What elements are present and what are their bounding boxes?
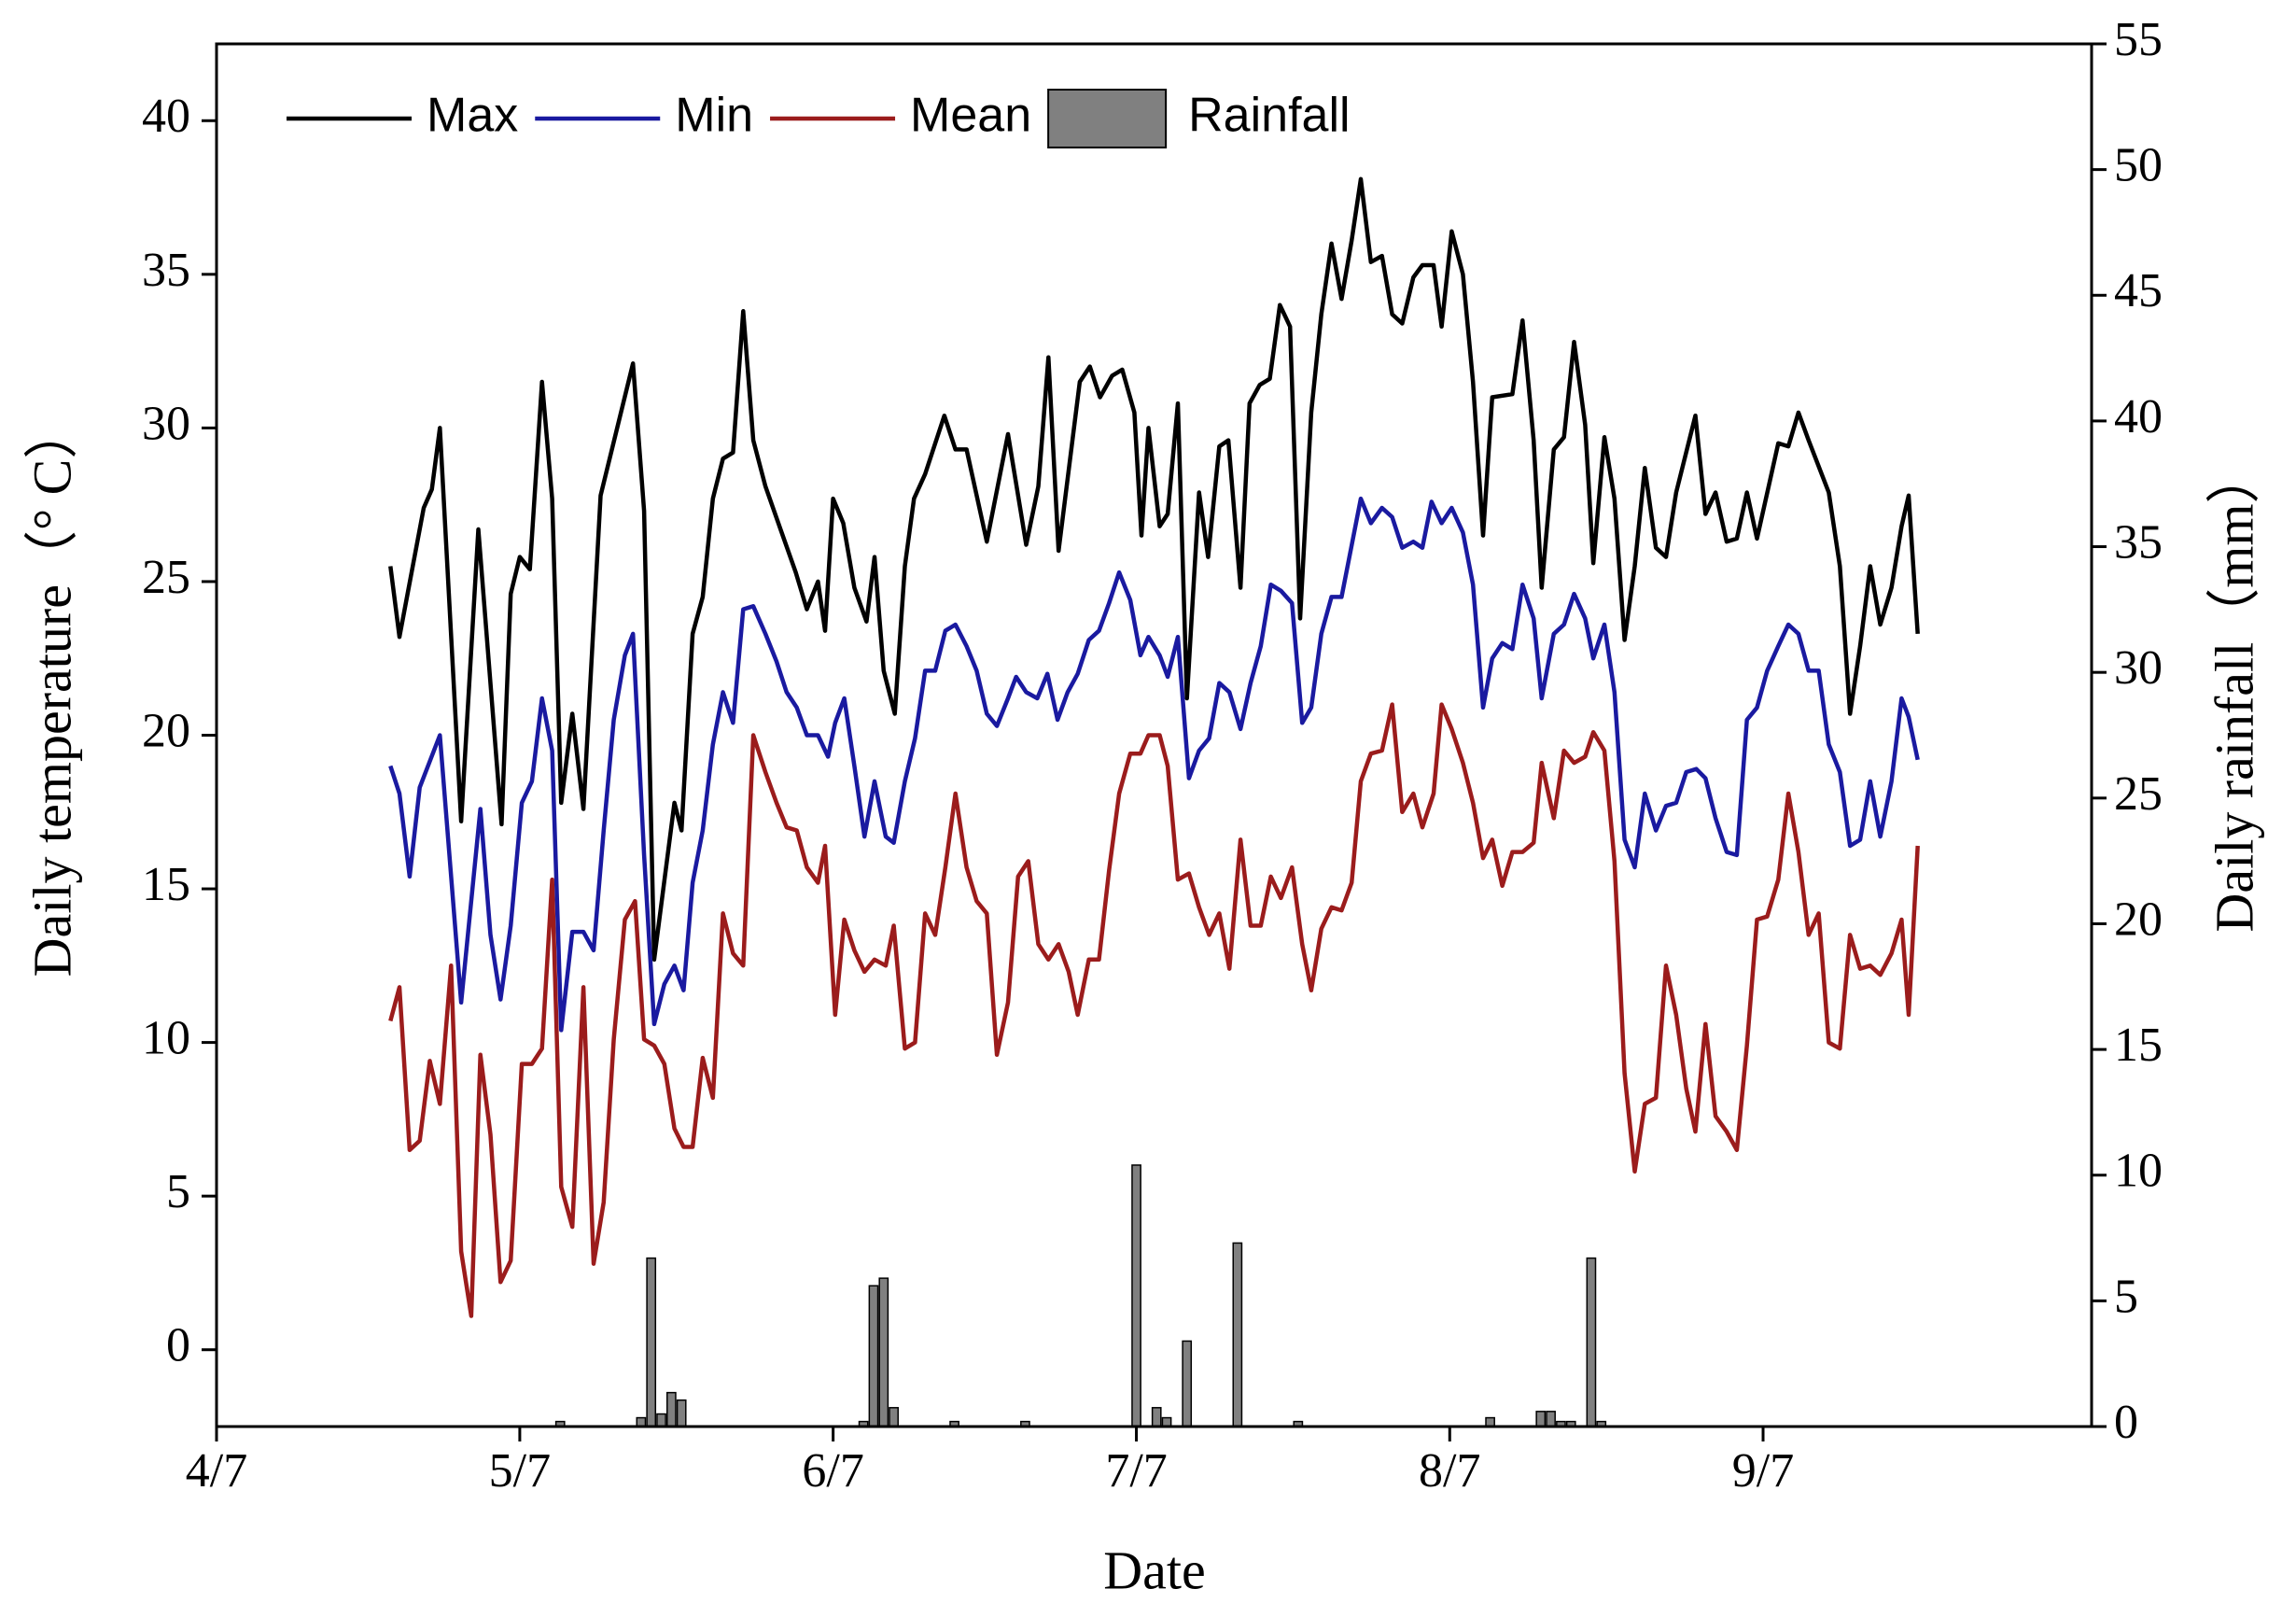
y-tick-label: 5	[166, 1165, 190, 1218]
legend-label: Max	[427, 89, 518, 143]
y-tick-label: 35	[142, 244, 190, 297]
y2-tick-label: 15	[2114, 1019, 2163, 1072]
y-tick-label: 20	[142, 704, 190, 757]
x-tick-label: 4/7	[186, 1444, 247, 1497]
y2-tick-label: 0	[2114, 1396, 2138, 1449]
bar	[676, 1399, 687, 1427]
legend-swatch	[1047, 89, 1168, 148]
bar	[1586, 1257, 1597, 1427]
bar	[1131, 1164, 1141, 1427]
y2-tick-label: 30	[2114, 641, 2163, 695]
x-tick-label: 6/7	[802, 1444, 863, 1497]
plot-frame	[215, 42, 2093, 1428]
x-tick-label: 9/7	[1732, 1444, 1794, 1497]
legend-label: Rainfall	[1188, 89, 1350, 143]
bar	[1546, 1411, 1556, 1427]
bar	[1232, 1242, 1243, 1427]
bar	[1151, 1407, 1162, 1427]
y2-tick-label: 25	[2114, 767, 2163, 821]
y2-tick-label: 50	[2114, 139, 2163, 192]
y2-tick-label: 55	[2114, 13, 2163, 66]
y-axis-title: Daily temperature（° C）	[21, 405, 82, 977]
legend-label: Mean	[910, 89, 1031, 143]
y-tick-label: 10	[142, 1012, 190, 1065]
bar	[889, 1407, 899, 1427]
y2-tick-label: 35	[2114, 515, 2163, 569]
y-tick-label: 25	[142, 551, 190, 604]
y2-tick-label: 45	[2114, 264, 2163, 317]
line	[388, 702, 1920, 1318]
bar	[1182, 1340, 1193, 1427]
y2-axis-title: Daily rainfall（mm）	[2204, 449, 2264, 932]
bar	[646, 1257, 657, 1427]
x-tick-label: 8/7	[1419, 1444, 1480, 1497]
y-tick-label: 40	[142, 90, 190, 143]
y2-tick-label: 5	[2114, 1270, 2138, 1323]
y-tick-label: 30	[142, 397, 190, 450]
x-tick-label: 7/7	[1105, 1444, 1167, 1497]
y2-tick-label: 20	[2114, 893, 2163, 946]
line	[388, 496, 1920, 1033]
y-tick-label: 0	[166, 1319, 190, 1372]
bar	[1535, 1411, 1547, 1427]
bar	[656, 1413, 666, 1427]
x-axis-title: Date	[1103, 1540, 1206, 1600]
y-tick-label: 15	[142, 858, 190, 911]
line	[388, 176, 1920, 963]
x-tick-label: 5/7	[489, 1444, 551, 1497]
legend-label: Min	[675, 89, 753, 143]
y2-tick-label: 10	[2114, 1145, 2163, 1198]
y2-tick-label: 40	[2114, 390, 2163, 443]
bar	[868, 1285, 879, 1427]
bar	[878, 1277, 889, 1427]
bar	[666, 1391, 677, 1427]
